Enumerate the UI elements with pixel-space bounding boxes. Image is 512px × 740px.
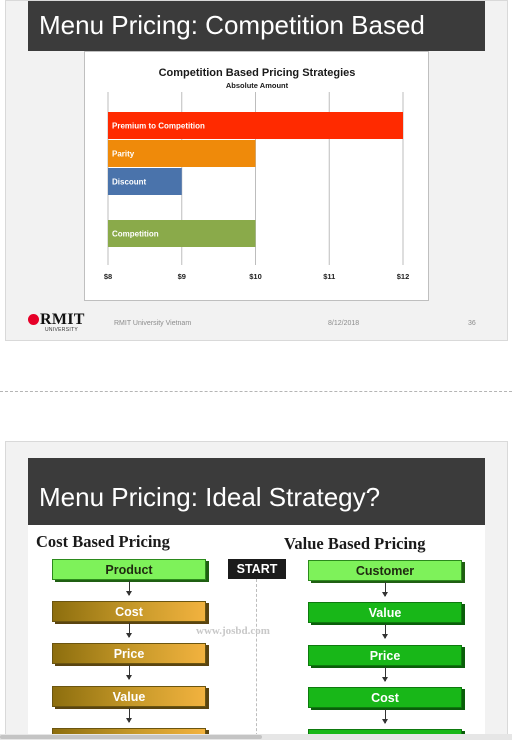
rmit-logo-subtext: UNIVERSITY <box>45 327 79 333</box>
value-step-customer: Customer <box>308 560 462 581</box>
slide-1-title: Menu Pricing: Competition Based <box>39 10 425 40</box>
pricing-flow-diagram: Cost Based Pricing Value Based Pricing S… <box>28 525 485 739</box>
cost-step-cost: Cost <box>52 601 206 622</box>
chart-container: Competition Based Pricing Strategies Abs… <box>84 51 429 301</box>
bar-parity <box>108 140 256 167</box>
bar-chart: Competition Based Pricing Strategies Abs… <box>104 67 410 281</box>
value-step-value: Value <box>308 602 462 623</box>
bar-label-2: Discount <box>112 178 147 187</box>
value-arrow-1 <box>382 582 388 597</box>
center-divider <box>256 579 257 739</box>
cost-step-price: Price <box>52 643 206 664</box>
start-label: START <box>228 559 286 579</box>
cost-step-next <box>52 728 206 739</box>
slide-1[interactable]: Menu Pricing: Competition Based Competit… <box>5 0 508 341</box>
footer-organization: RMIT University Vietnam <box>114 320 192 327</box>
rmit-logo-dot-icon <box>28 314 39 325</box>
cost-arrow-2 <box>126 623 132 638</box>
x-tick-label-4: $12 <box>397 272 410 281</box>
slide-2[interactable]: Menu Pricing: Ideal Strategy? Cost Based… <box>5 441 508 740</box>
rmit-logo-text: RMIT <box>40 311 85 328</box>
x-tick-label-1: $9 <box>178 272 186 281</box>
slide-2-title: Menu Pricing: Ideal Strategy? <box>39 482 381 512</box>
value-arrow-3 <box>382 667 388 682</box>
slide-2-title-bar: Menu Pricing: Ideal Strategy? <box>28 458 485 525</box>
bar-label-0: Premium to Competition <box>112 122 205 131</box>
slide-1-title-bar: Menu Pricing: Competition Based <box>28 1 485 51</box>
bar-discount <box>108 168 182 195</box>
scrollbar-track[interactable] <box>0 734 512 740</box>
chart-subtitle: Absolute Amount <box>226 81 289 90</box>
cost-arrow-4 <box>126 708 132 723</box>
cost-step-value: Value <box>52 686 206 707</box>
x-tick-label-0: $8 <box>104 272 112 281</box>
bar-competition <box>108 220 256 247</box>
cost-arrow-3 <box>126 665 132 680</box>
value-step-price: Price <box>308 645 462 666</box>
slide-separator <box>0 391 512 392</box>
x-tick-label-3: $11 <box>323 272 335 281</box>
start-label-text: START <box>236 562 278 576</box>
footer-page-number: 36 <box>468 320 476 327</box>
cost-based-heading: Cost Based Pricing <box>36 532 170 551</box>
rmit-logo: RMIT UNIVERSITY <box>28 311 98 334</box>
value-based-heading: Value Based Pricing <box>284 534 426 553</box>
value-step-cost: Cost <box>308 687 462 708</box>
watermark: www.josbd.com <box>196 625 270 637</box>
x-tick-label-2: $10 <box>249 272 262 281</box>
scrollbar-thumb[interactable] <box>0 735 262 739</box>
bar-label-1: Parity <box>112 150 135 159</box>
value-arrow-4 <box>382 709 388 724</box>
bar-label-3: Competition <box>112 230 159 239</box>
bar-premium-to-competition <box>108 112 403 139</box>
chart-title: Competition Based Pricing Strategies <box>159 67 356 79</box>
cost-arrow-1 <box>126 581 132 596</box>
value-arrow-2 <box>382 624 388 639</box>
footer-date: 8/12/2018 <box>328 320 360 327</box>
cost-step-product: Product <box>52 559 206 580</box>
